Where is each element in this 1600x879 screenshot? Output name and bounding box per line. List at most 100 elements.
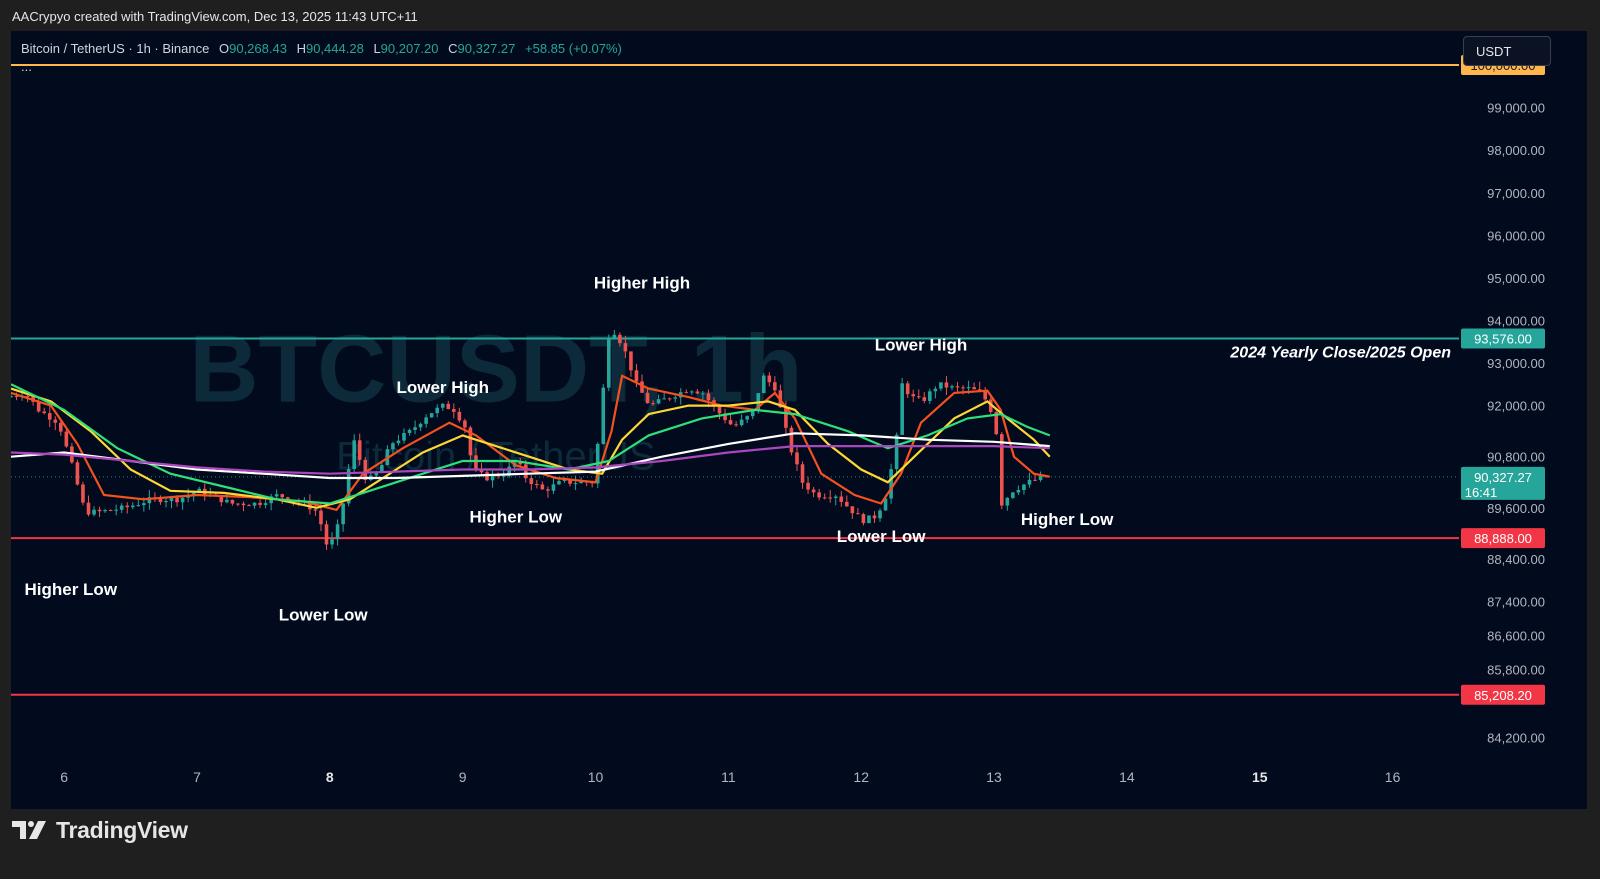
candle-body bbox=[833, 496, 838, 498]
candle-body bbox=[972, 387, 976, 390]
candle-body bbox=[523, 464, 528, 479]
candle-body bbox=[86, 502, 91, 515]
candle-body bbox=[396, 440, 401, 444]
candle-body bbox=[81, 484, 85, 503]
candle-body bbox=[557, 480, 561, 485]
swing-annotation-1: Lower Low bbox=[279, 606, 369, 625]
symbol-legend[interactable]: Bitcoin / TetherUS · 1h · Binance O90,26… bbox=[21, 41, 622, 56]
candle-body bbox=[42, 411, 47, 414]
candle-body bbox=[634, 370, 639, 382]
candle-body bbox=[761, 375, 766, 394]
candle-body bbox=[905, 383, 910, 395]
candle-body bbox=[446, 403, 451, 410]
candle-body bbox=[933, 388, 938, 392]
moving-average-line-4 bbox=[11, 445, 1050, 475]
candle-body bbox=[928, 391, 932, 401]
candle-body bbox=[767, 375, 772, 383]
candle-body bbox=[507, 466, 511, 476]
candle-body bbox=[784, 407, 788, 428]
candle-body bbox=[822, 497, 827, 499]
candle-body bbox=[11, 395, 13, 398]
open-value: 90,268.43 bbox=[229, 41, 287, 56]
symbol-title[interactable]: Bitcoin / TetherUS · 1h · Binance bbox=[21, 41, 210, 56]
candle-body bbox=[961, 387, 965, 389]
candle-body bbox=[867, 515, 871, 524]
x-tick-label: 15 bbox=[1252, 769, 1268, 785]
y-tick-label: 96,000.00 bbox=[1487, 228, 1545, 243]
candle-body bbox=[1038, 475, 1043, 480]
candle-body bbox=[130, 505, 135, 508]
candle-body bbox=[169, 497, 174, 501]
candle-body bbox=[828, 497, 833, 499]
candle-body bbox=[922, 397, 927, 401]
candle-body bbox=[280, 494, 285, 498]
candle-body bbox=[435, 407, 440, 414]
y-tick-label: 95,000.00 bbox=[1487, 271, 1545, 286]
candle-body bbox=[75, 462, 80, 485]
candle-body bbox=[966, 387, 971, 389]
more-indicators-button[interactable]: ... bbox=[21, 59, 32, 74]
candle-body bbox=[977, 389, 982, 391]
candle-body bbox=[540, 484, 545, 490]
candle-body bbox=[706, 393, 711, 401]
level-badge-label-3: 85,208.20 bbox=[1474, 688, 1532, 703]
candle-body bbox=[656, 399, 661, 404]
candle-body bbox=[845, 501, 849, 507]
candle-body bbox=[147, 497, 152, 504]
candles-group bbox=[11, 330, 1048, 550]
candle-body bbox=[380, 465, 384, 473]
candle-body bbox=[1016, 489, 1021, 493]
candle-body bbox=[407, 429, 412, 433]
candle-body bbox=[25, 396, 30, 398]
candle-body bbox=[640, 381, 644, 393]
swing-annotation-3: Higher Low bbox=[470, 508, 563, 527]
y-tick-label: 98,000.00 bbox=[1487, 143, 1545, 158]
candle-body bbox=[352, 440, 356, 470]
chart-panel[interactable]: BTCUSDT, 1h Bitcoin / TetherUS Higher Low L… bbox=[11, 31, 1587, 809]
candle-body bbox=[861, 514, 866, 524]
tradingview-logo[interactable]: TradingView bbox=[12, 815, 188, 845]
candle-body bbox=[1011, 492, 1015, 498]
level-badge-3 bbox=[1461, 684, 1545, 705]
candle-body bbox=[911, 394, 916, 397]
candle-body bbox=[629, 351, 633, 371]
candle-body bbox=[983, 390, 987, 400]
bar-countdown-label: 16:41 bbox=[1465, 485, 1498, 500]
candle-body bbox=[717, 406, 722, 414]
y-tick-label: 86,600.00 bbox=[1487, 629, 1545, 644]
candle-body bbox=[773, 382, 777, 391]
currency-selector[interactable]: USDT bbox=[1463, 36, 1551, 66]
candle-body bbox=[103, 510, 107, 512]
candle-body bbox=[308, 501, 312, 510]
candle-body bbox=[739, 419, 744, 426]
candle-body bbox=[1005, 497, 1010, 506]
candle-body bbox=[883, 498, 888, 511]
x-tick-label: 16 bbox=[1385, 769, 1401, 785]
candle-body bbox=[402, 432, 406, 441]
x-tick-label: 13 bbox=[986, 769, 1002, 785]
candle-body bbox=[1033, 479, 1037, 481]
candle-body bbox=[562, 479, 567, 481]
x-tick-label: 12 bbox=[853, 769, 869, 785]
y-tick-label: 88,400.00 bbox=[1487, 552, 1545, 567]
candle-body bbox=[800, 464, 805, 483]
candle-body bbox=[252, 502, 257, 506]
candle-body bbox=[939, 382, 943, 389]
candle-body bbox=[745, 416, 749, 420]
candle-body bbox=[164, 500, 168, 503]
candle-body bbox=[258, 502, 262, 505]
y-tick-label: 92,000.00 bbox=[1487, 399, 1545, 414]
swing-annotation-5: Lower High bbox=[875, 335, 968, 354]
y-tick-label: 94,000.00 bbox=[1487, 313, 1545, 328]
candle-body bbox=[125, 505, 130, 508]
candle-body bbox=[750, 410, 755, 417]
candle-body bbox=[136, 505, 141, 507]
candle-body bbox=[667, 398, 672, 400]
candle-body bbox=[573, 483, 578, 485]
candle-body bbox=[463, 420, 467, 428]
candle-body bbox=[518, 462, 523, 465]
candle-body bbox=[690, 391, 694, 393]
candle-body bbox=[474, 455, 478, 470]
candle-body bbox=[606, 338, 611, 388]
